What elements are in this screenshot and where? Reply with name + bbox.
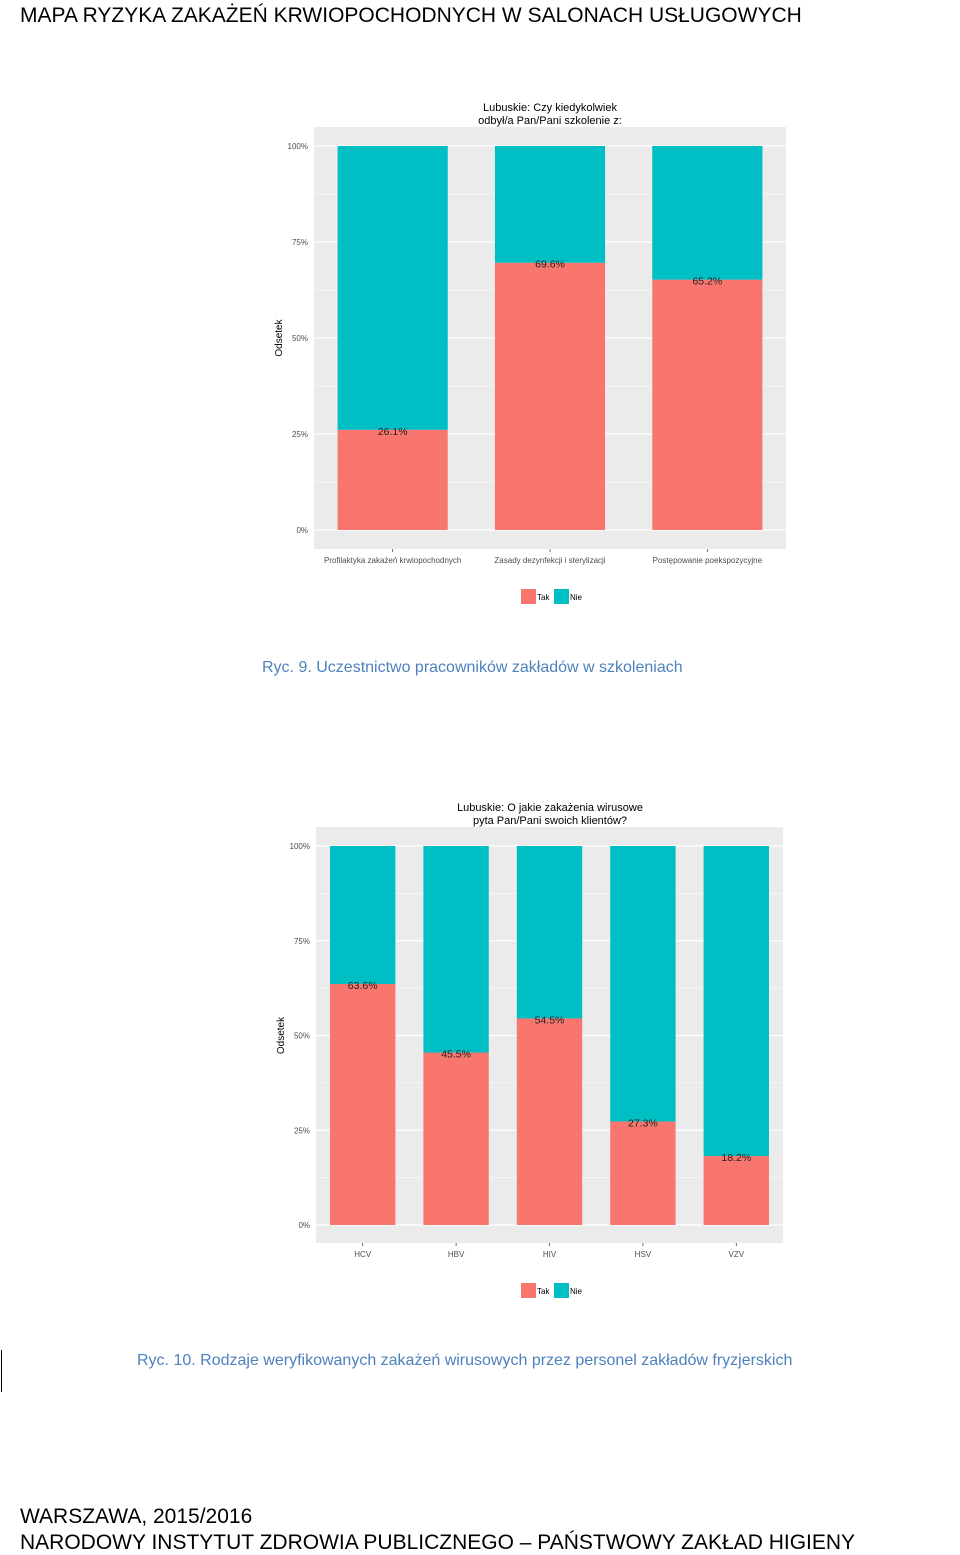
y-tick-label: 25% bbox=[294, 1126, 310, 1135]
y-tick-label: 0% bbox=[296, 526, 308, 535]
y-axis-label: Odsetek bbox=[274, 318, 285, 356]
x-tick-label-0: HCV bbox=[354, 1250, 372, 1259]
data-label-1: 45.5% bbox=[441, 1049, 471, 1061]
chart-viruses: Lubuskie: O jakie zakażenia wirusowe pyta… bbox=[270, 795, 800, 1305]
data-label-2: 65.2% bbox=[692, 276, 722, 288]
x-tick-label-0: Profilaktyka zakażeń krwiopochodnych bbox=[324, 556, 461, 565]
margin-mark bbox=[1, 1350, 2, 1392]
bar-nie-0 bbox=[337, 146, 448, 430]
legend-label-tak: Tak bbox=[537, 1287, 550, 1296]
bar-tak-0 bbox=[337, 429, 448, 530]
bar-tak-1 bbox=[423, 1052, 489, 1225]
bar-nie-0 bbox=[330, 846, 396, 984]
bar-tak-3 bbox=[610, 1121, 676, 1225]
chart-title-line: odbył/a Pan/Pani szkolenie z: bbox=[478, 115, 622, 127]
bar-nie-1 bbox=[494, 146, 606, 263]
chart-viruses-svg: Lubuskie: O jakie zakażenia wirusowepyta… bbox=[276, 802, 783, 1298]
caption-fig9: Ryc. 9. Uczestnictwo pracowników zakładó… bbox=[262, 659, 683, 676]
bar-nie-2 bbox=[516, 846, 583, 1019]
y-tick-label: 75% bbox=[294, 937, 310, 946]
legend-label-nie: Nie bbox=[570, 593, 583, 602]
y-tick-label: 100% bbox=[290, 842, 310, 851]
data-label-2: 54.5% bbox=[535, 1014, 565, 1026]
y-tick-label: 25% bbox=[292, 430, 308, 439]
legend-swatch-tak bbox=[521, 1283, 536, 1298]
y-tick-label: 50% bbox=[292, 334, 308, 343]
bar-nie-3 bbox=[610, 846, 676, 1122]
y-tick-label: 0% bbox=[298, 1221, 310, 1230]
legend-swatch-nie bbox=[554, 1283, 569, 1298]
legend: Tak Nie bbox=[521, 589, 583, 604]
page-header: MAPA RYZYKA ZAKAŻEŃ KRWIOPOCHODNYCH W SA… bbox=[20, 4, 802, 27]
legend-label-nie: Nie bbox=[570, 1287, 583, 1296]
data-label-0: 63.6% bbox=[348, 980, 378, 992]
x-tick-label-3: HSV bbox=[635, 1250, 652, 1259]
x-tick-label-2: Postępowanie poekspozycyjne bbox=[653, 556, 763, 565]
caption-fig10: Ryc. 10. Rodzaje weryfikowanych zakażeń … bbox=[137, 1352, 793, 1369]
bar-nie-1 bbox=[423, 846, 489, 1053]
legend: Tak Nie bbox=[521, 1283, 583, 1298]
x-tick-label-4: VZV bbox=[729, 1250, 745, 1259]
data-label-1: 69.6% bbox=[535, 259, 565, 271]
data-label-4: 18.2% bbox=[721, 1152, 751, 1164]
bar-tak-1 bbox=[494, 262, 606, 530]
y-tick-label: 100% bbox=[288, 142, 308, 151]
x-tick-label-1: Zasady dezynfekcji i sterylizacji bbox=[494, 556, 605, 565]
chart-title-line: pyta Pan/Pani swoich klientów? bbox=[473, 815, 627, 827]
footer-city-year: WARSZAWA, 2015/2016 bbox=[20, 1505, 253, 1528]
bar-nie-4 bbox=[703, 846, 769, 1157]
bar-tak-2 bbox=[516, 1018, 583, 1225]
legend-label-tak: Tak bbox=[537, 593, 550, 602]
legend-swatch-nie bbox=[554, 589, 569, 604]
bar-tak-2 bbox=[652, 279, 763, 530]
legend-swatch-tak bbox=[521, 589, 536, 604]
chart-training: Lubuskie: Czy kiedykolwiek odbył/a Pan/Pa… bbox=[270, 95, 800, 610]
x-tick-label-2: HIV bbox=[543, 1250, 557, 1259]
bar-nie-2 bbox=[652, 146, 763, 280]
chart-title-line: Lubuskie: O jakie zakażenia wirusowe bbox=[457, 802, 643, 814]
x-tick-label-1: HBV bbox=[448, 1250, 465, 1259]
data-label-0: 26.1% bbox=[378, 426, 408, 438]
chart-title-line: Lubuskie: Czy kiedykolwiek bbox=[483, 102, 617, 114]
bar-tak-4 bbox=[703, 1156, 769, 1225]
y-tick-label: 50% bbox=[294, 1032, 310, 1041]
y-axis-label: Odsetek bbox=[276, 1016, 287, 1054]
footer-institution: NARODOWY INSTYTUT ZDROWIA PUBLICZNEGO – … bbox=[20, 1531, 856, 1554]
data-label-3: 27.3% bbox=[628, 1118, 658, 1130]
y-tick-label: 75% bbox=[292, 238, 308, 247]
bar-tak-0 bbox=[330, 983, 396, 1225]
